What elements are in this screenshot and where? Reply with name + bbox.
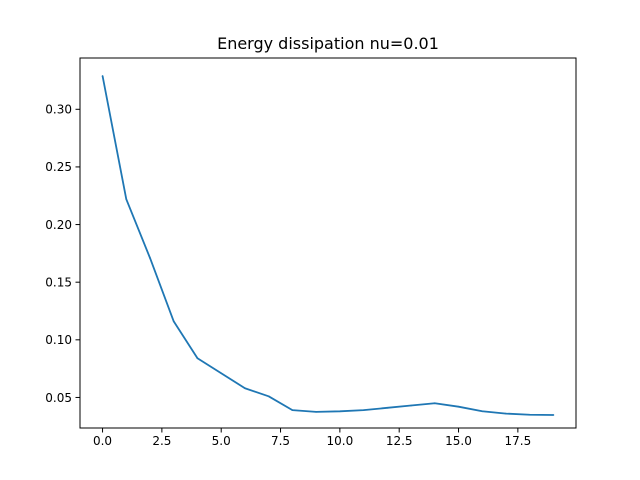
x-tick-label-1: 2.5 <box>152 434 171 448</box>
y-tick-label-3: 0.20 <box>45 218 72 232</box>
data-point-0-8 <box>291 409 294 411</box>
data-point-0-10 <box>339 410 341 413</box>
data-point-0-7 <box>267 395 270 398</box>
x-tick-label-5: 12.5 <box>386 434 413 448</box>
x-tick-label-4: 10.0 <box>327 434 354 448</box>
y-axis: 0.05 0.10 0.15 0.20 0.25 0.30 <box>45 103 80 405</box>
data-point-0-13 <box>410 404 412 407</box>
y-tick-label-5: 0.30 <box>45 103 72 117</box>
data-point-0-0 <box>101 75 104 77</box>
y-tick-label-2: 0.15 <box>45 275 72 289</box>
data-point-0-12 <box>386 407 389 409</box>
data-point-0-1 <box>125 198 128 200</box>
series-layer <box>101 75 555 416</box>
data-point-0-6 <box>244 387 246 390</box>
data-point-0-15 <box>457 405 460 408</box>
y-tick-label-4: 0.25 <box>45 160 72 174</box>
data-point-0-14 <box>433 402 436 405</box>
data-point-0-2 <box>149 257 151 259</box>
y-tick-label-0: 0.05 <box>45 391 72 405</box>
data-point-0-16 <box>481 410 484 413</box>
data-point-0-19 <box>552 414 555 416</box>
data-point-0-17 <box>505 412 507 415</box>
data-point-0-5 <box>220 372 223 375</box>
x-tick-label-7: 17.5 <box>504 434 531 448</box>
data-point-0-9 <box>315 411 317 413</box>
data-point-0-11 <box>362 409 365 411</box>
y-tick-label-1: 0.10 <box>45 333 72 347</box>
axes-frame <box>79 57 577 429</box>
data-point-0-3 <box>172 320 175 323</box>
x-tick-label-6: 15.0 <box>445 434 472 448</box>
series-line-0 <box>101 75 554 416</box>
x-tick-label-3: 7.5 <box>271 434 290 448</box>
x-tick-label-2: 5.0 <box>212 434 231 448</box>
x-axis: 0.0 2.5 5.0 7.5 10.0 12.5 15.0 17.5 <box>93 428 531 448</box>
data-point-0-4 <box>196 357 199 360</box>
chart-title: Energy dissipation nu=0.01 <box>217 34 439 53</box>
x-tick-label-0: 0.0 <box>93 434 112 448</box>
data-point-0-18 <box>528 413 531 416</box>
